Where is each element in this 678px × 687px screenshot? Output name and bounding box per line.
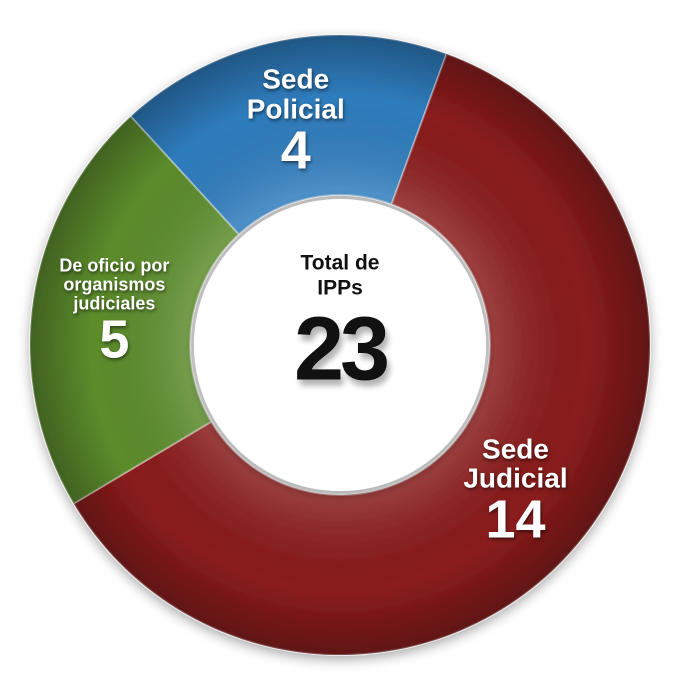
slice-label: Sede Policial 4 [236,65,356,178]
center-value: 23 [293,299,390,400]
slice-label: Sede Judicial 14 [455,434,575,547]
slice-value: 5 [99,310,130,371]
slice-value: 14 [485,489,546,550]
center-title: Total de IPPs [300,251,380,300]
center-label: Total de IPPs 23 [280,250,400,399]
slice-name: Sede Policial [246,63,345,125]
slice-name: De oficio por organismos judiciales [59,255,170,314]
center-disc [194,199,486,491]
slice-name: Sede Judicial [463,433,568,494]
slice-shade [29,116,239,504]
slice-label: De oficio por organismos judiciales 5 [44,256,184,367]
slice-shade [130,34,447,235]
slice-value: 4 [280,120,311,181]
slice-shade [73,53,651,656]
slices [29,34,651,656]
